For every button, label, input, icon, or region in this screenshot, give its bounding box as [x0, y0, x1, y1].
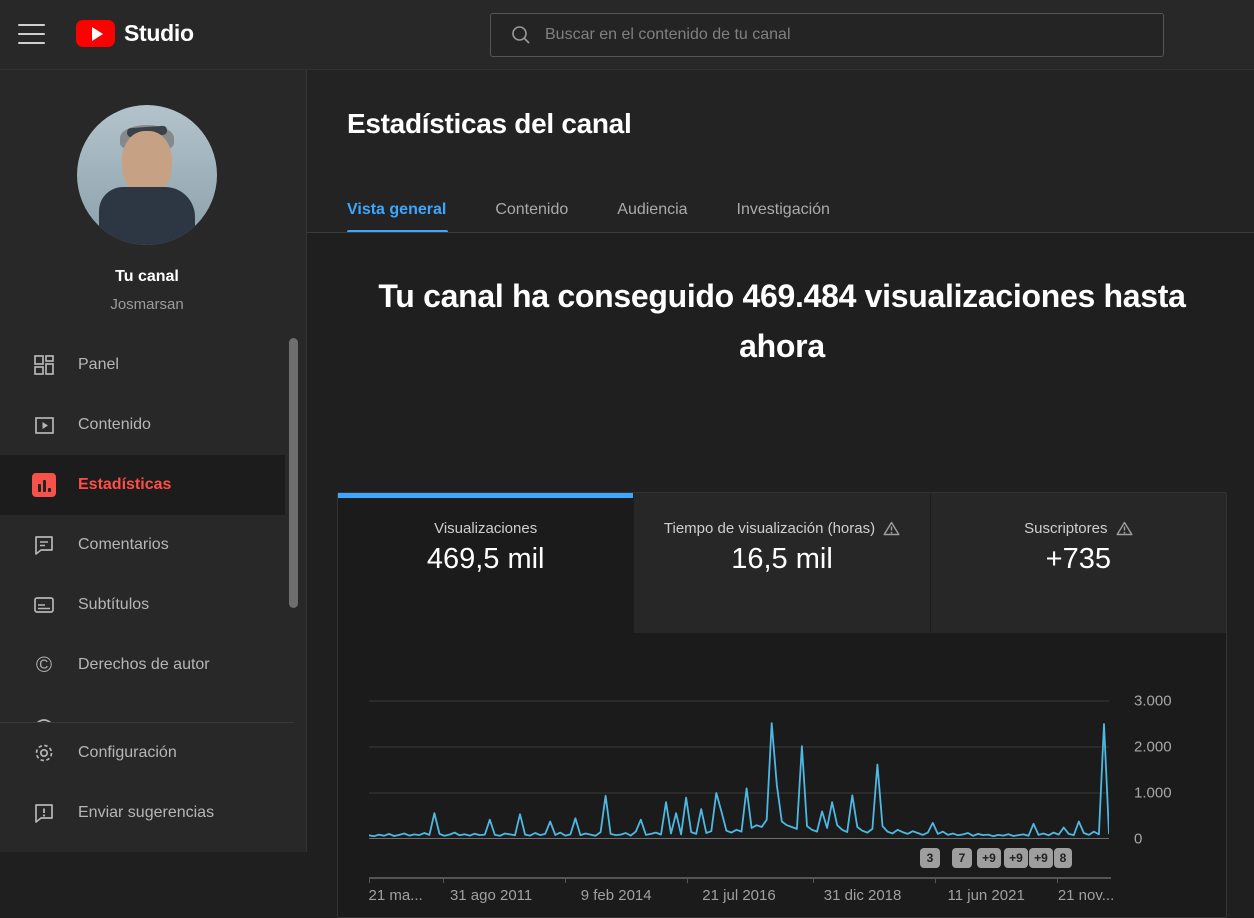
- copyright-icon: ©: [35, 652, 53, 677]
- sidebar-item-label: Subtítulos: [78, 596, 150, 613]
- upload-badge[interactable]: 7: [952, 848, 972, 868]
- sidebar-item-label: Estadísticas: [78, 476, 172, 493]
- x-tick-label: 31 dic 2018: [823, 887, 902, 904]
- metric-value: 469,5 mil: [426, 543, 545, 575]
- x-tick-label: 9 feb 2014: [580, 887, 652, 904]
- search-box[interactable]: [490, 13, 1164, 57]
- feedback-icon: [32, 801, 56, 825]
- tab-vista-general[interactable]: Vista general: [347, 188, 449, 234]
- page-title: Estadísticas del canal: [347, 108, 632, 139]
- x-tick-label: 11 jun 2021: [947, 887, 1025, 904]
- upload-badge[interactable]: +9: [977, 848, 1001, 868]
- sidebar-item-comentarios[interactable]: Comentarios: [0, 515, 294, 575]
- search-icon: [512, 26, 530, 44]
- warning-icon: [1116, 521, 1133, 536]
- partial-icon: [32, 713, 56, 722]
- axis-tick: [1057, 877, 1059, 883]
- sidebar-item-label: Derechos de autor: [78, 656, 210, 673]
- y-tick-label: 1.000: [1134, 784, 1172, 802]
- sidebar-item-label: Comentarios: [78, 536, 169, 553]
- upload-badge[interactable]: +9: [1004, 848, 1028, 868]
- metric-suscriptores[interactable]: Suscriptores +735: [929, 493, 1226, 633]
- axis-tick: [687, 877, 689, 883]
- subtitles-icon: [32, 593, 56, 617]
- sidebar: Tu canal Josmarsan Panel Contenido: [0, 70, 307, 852]
- search-input[interactable]: [545, 26, 1149, 44]
- overview-content: Tu canal ha conseguido 469.484 visualiza…: [307, 233, 1254, 918]
- x-tick-label: 21 ma...: [368, 887, 423, 904]
- axis-tick: [813, 877, 814, 883]
- content-icon: [32, 413, 56, 437]
- axis-tick: [369, 877, 370, 883]
- channel-title: Tu canal: [115, 268, 179, 285]
- menu-icon[interactable]: [18, 24, 46, 46]
- sidebar-item-estadisticas[interactable]: Estadísticas: [0, 455, 285, 515]
- sidebar-item-label: Configuración: [78, 744, 177, 761]
- sidebar-item-subtitulos[interactable]: Subtítulos: [0, 575, 294, 635]
- axis-tick: [443, 877, 444, 883]
- x-tick-label: 21 jul 2016: [702, 887, 776, 904]
- sidebar-item-label: Panel: [78, 356, 119, 373]
- warning-icon: [883, 521, 900, 536]
- analytics-tabs: Vista general Contenido Audiencia Invest…: [347, 188, 879, 234]
- metric-tabs: Visualizaciones 469,5 mil Tiempo de visu…: [338, 493, 1226, 633]
- x-tick-label: 21 nov...: [1057, 887, 1115, 904]
- tab-contenido[interactable]: Contenido: [495, 201, 569, 218]
- sidebar-item-partial[interactable]: [0, 695, 294, 722]
- sidebar-item-label: Contenido: [78, 416, 151, 433]
- gear-icon: [32, 741, 56, 765]
- top-bar: Studio: [0, 0, 1254, 70]
- metric-value: +735: [1045, 543, 1111, 575]
- sidebar-scrollbar[interactable]: [289, 338, 298, 608]
- metric-value: 16,5 mil: [731, 543, 833, 575]
- sidebar-item-panel[interactable]: Panel: [0, 335, 294, 395]
- channel-avatar[interactable]: [77, 105, 217, 245]
- sidebar-item-label: Enviar sugerencias: [78, 804, 215, 821]
- tab-audiencia[interactable]: Audiencia: [617, 201, 688, 218]
- metric-label: Tiempo de visualización (horas): [663, 520, 876, 537]
- comments-icon: [32, 533, 56, 557]
- metric-label: Visualizaciones: [434, 520, 538, 537]
- x-axis-line: [369, 877, 1111, 879]
- metric-label: Suscriptores: [1024, 520, 1108, 537]
- logo-text: Studio: [124, 20, 194, 46]
- analytics-card: Visualizaciones 469,5 mil Tiempo de visu…: [337, 492, 1227, 918]
- sidebar-item-configuracion[interactable]: Configuración: [0, 723, 294, 783]
- y-tick-label: 0: [1134, 830, 1143, 848]
- sidebar-bottom-nav: Configuración Enviar sugerencias: [0, 723, 294, 843]
- youtube-play-icon: [76, 20, 115, 47]
- metric-visualizaciones[interactable]: Visualizaciones 469,5 mil: [338, 493, 634, 633]
- axis-tick: [565, 877, 567, 883]
- channel-handle: Josmarsan: [110, 296, 184, 313]
- sidebar-divider: [0, 722, 294, 723]
- views-line-chart[interactable]: [369, 691, 1109, 840]
- y-tick-label: 2.000: [1134, 738, 1172, 756]
- x-tick-label: 31 ago 2011: [449, 887, 533, 904]
- sidebar-nav: Panel Contenido Estadísticas: [0, 335, 294, 722]
- main-area: Estadísticas del canal Vista general Con…: [307, 70, 1254, 918]
- sidebar-item-contenido[interactable]: Contenido: [0, 395, 294, 455]
- metric-tiempo-visualizacion[interactable]: Tiempo de visualización (horas) 16,5 mil: [633, 493, 930, 633]
- upload-badge[interactable]: 8: [1054, 848, 1072, 868]
- views-series-line: [369, 722, 1109, 838]
- tabs-divider: [307, 232, 1254, 233]
- tab-investigacion[interactable]: Investigación: [736, 201, 830, 218]
- channel-views-headline: Tu canal ha conseguido 469.484 visualiza…: [378, 278, 1186, 364]
- youtube-studio-logo[interactable]: Studio: [76, 20, 194, 47]
- y-tick-label: 3.000: [1134, 692, 1172, 710]
- sidebar-item-derechos[interactable]: © Derechos de autor: [0, 635, 294, 695]
- upload-badge[interactable]: 3: [920, 848, 940, 868]
- sidebar-item-sugerencias[interactable]: Enviar sugerencias: [0, 783, 294, 843]
- dashboard-icon: [32, 353, 56, 377]
- axis-tick: [935, 877, 937, 883]
- analytics-icon: [32, 473, 56, 497]
- upload-badge[interactable]: +9: [1029, 848, 1053, 868]
